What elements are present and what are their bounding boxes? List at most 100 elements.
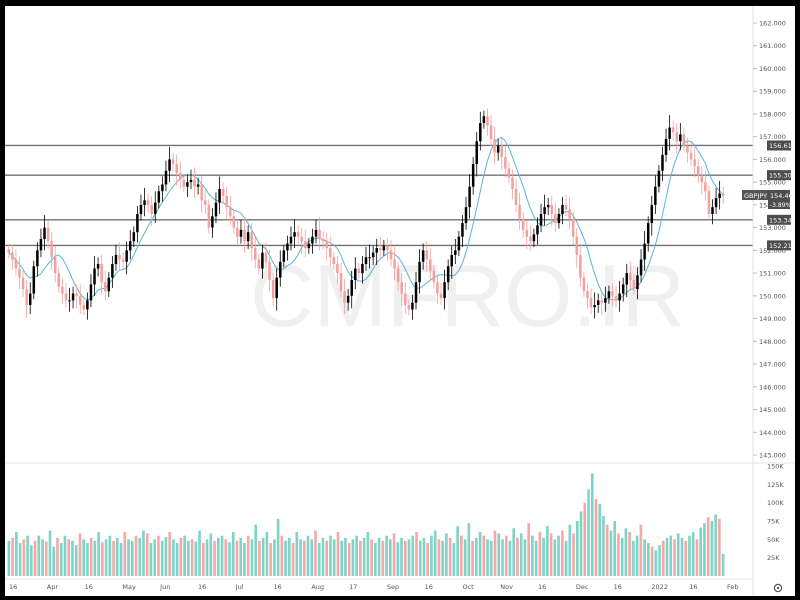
- candle-body: [225, 195, 228, 208]
- volume-bar: [699, 527, 703, 576]
- candle-body: [364, 257, 368, 265]
- candle-body: [125, 250, 128, 262]
- candle-body: [339, 273, 343, 292]
- price-tick-label: 144.000: [759, 429, 786, 437]
- volume-bar: [407, 539, 411, 576]
- candle-body: [714, 198, 718, 208]
- volume-bar: [224, 539, 228, 576]
- candle-body: [221, 188, 225, 196]
- symbol-tag-bg: [742, 190, 768, 200]
- level-tags: 156.613 155.308 153.345 152.219: [767, 140, 796, 251]
- volume-bar: [497, 533, 501, 576]
- price-tag-bg: [768, 190, 790, 209]
- candle-body: [479, 123, 482, 142]
- candle-body: [214, 202, 218, 217]
- candle-body: [614, 295, 618, 301]
- volume-bar: [310, 539, 314, 576]
- candle-body: [711, 207, 714, 214]
- candle-body: [536, 225, 539, 235]
- price-tick-label: 162.000: [759, 20, 786, 28]
- volume-bar: [433, 530, 437, 576]
- candle-body: [650, 204, 654, 224]
- volume-bar: [620, 537, 624, 576]
- candle-body: [700, 175, 704, 183]
- time-tick-label: 17: [349, 583, 357, 591]
- volume-bar: [325, 540, 329, 576]
- candle-body: [282, 250, 286, 262]
- price-tick-label: 149.000: [759, 315, 786, 323]
- candle-body: [146, 200, 150, 205]
- volume-bar: [411, 535, 415, 576]
- candle-body: [464, 207, 468, 224]
- candle-body: [111, 264, 114, 278]
- volume-bar: [538, 532, 542, 576]
- volume-bar: [52, 546, 56, 576]
- settings-gear-icon[interactable]: [773, 583, 783, 593]
- volume-bar: [190, 539, 194, 576]
- volume-bar: [542, 537, 545, 576]
- volume-tick-label: 150K: [767, 463, 784, 471]
- volume-bar: [127, 539, 130, 576]
- volume-bar: [669, 535, 673, 576]
- volume-bar: [632, 540, 635, 576]
- volume-bar: [235, 540, 239, 576]
- volume-bar: [504, 535, 508, 576]
- volume-bar: [710, 521, 714, 576]
- volume-bar: [594, 499, 598, 576]
- candle-body: [300, 236, 303, 242]
- candle-body: [379, 248, 382, 251]
- candle-body: [207, 204, 211, 228]
- volume-bar: [78, 533, 82, 576]
- volume-bar: [119, 543, 123, 576]
- candle-body: [350, 279, 353, 296]
- volume-bar: [288, 537, 291, 576]
- candle-body: [136, 213, 139, 233]
- candle-body: [668, 127, 671, 139]
- candle-body: [204, 200, 207, 205]
- volume-bar: [613, 521, 616, 576]
- time-tick-label: May: [122, 583, 136, 591]
- candle-body: [693, 159, 696, 167]
- candle-body: [64, 293, 68, 301]
- candle-body: [268, 261, 271, 280]
- candle-body: [332, 257, 336, 265]
- candle-body: [128, 241, 132, 251]
- volume-bar: [583, 502, 587, 576]
- candle-body: [361, 264, 364, 274]
- volume-bar: [691, 532, 695, 576]
- candle-body: [543, 207, 546, 214]
- volume-bar: [187, 540, 190, 576]
- volume-bar: [501, 539, 504, 576]
- last-price-label: 154.466: [770, 192, 795, 200]
- volume-bar: [168, 532, 171, 576]
- price-tick-label: 146.000: [759, 383, 786, 391]
- candle-body: [404, 293, 407, 305]
- candle-body: [561, 204, 564, 214]
- volume-bar: [340, 540, 344, 576]
- volume-bar: [302, 540, 306, 576]
- candle-body: [57, 273, 61, 287]
- candle-body: [664, 138, 668, 155]
- candle-body: [82, 304, 86, 310]
- volume-bar: [41, 539, 44, 576]
- candle-body: [314, 229, 318, 237]
- candle-body: [232, 216, 236, 228]
- volume-bar: [471, 540, 474, 576]
- time-axis[interactable]: 16 Apr 16 May Jun 16 Jul 16 Aug 17 Sep 16 Oct Nov 16 De…: [9, 583, 739, 591]
- time-tick-label: Jul: [235, 583, 244, 591]
- volume-bar: [104, 539, 108, 576]
- volume-bar: [11, 537, 14, 576]
- candle-body: [182, 179, 186, 187]
- price-tick-label: 158.000: [759, 110, 786, 118]
- volume-bar: [216, 537, 220, 576]
- volume-bar: [647, 543, 650, 576]
- candle-body: [621, 284, 625, 294]
- price-axis[interactable]: 162.000 161.000 160.000 159.000 158.000 157.0…: [753, 20, 786, 460]
- volume-tick-label: 125K: [767, 481, 784, 489]
- candlestick-chart[interactable]: CMFRO.IR 162.000161.000160.000159.000158…: [5, 6, 797, 596]
- candle-body: [636, 275, 639, 290]
- volume-bar: [392, 533, 396, 576]
- volume-bar: [568, 524, 572, 576]
- candle-body: [518, 204, 521, 219]
